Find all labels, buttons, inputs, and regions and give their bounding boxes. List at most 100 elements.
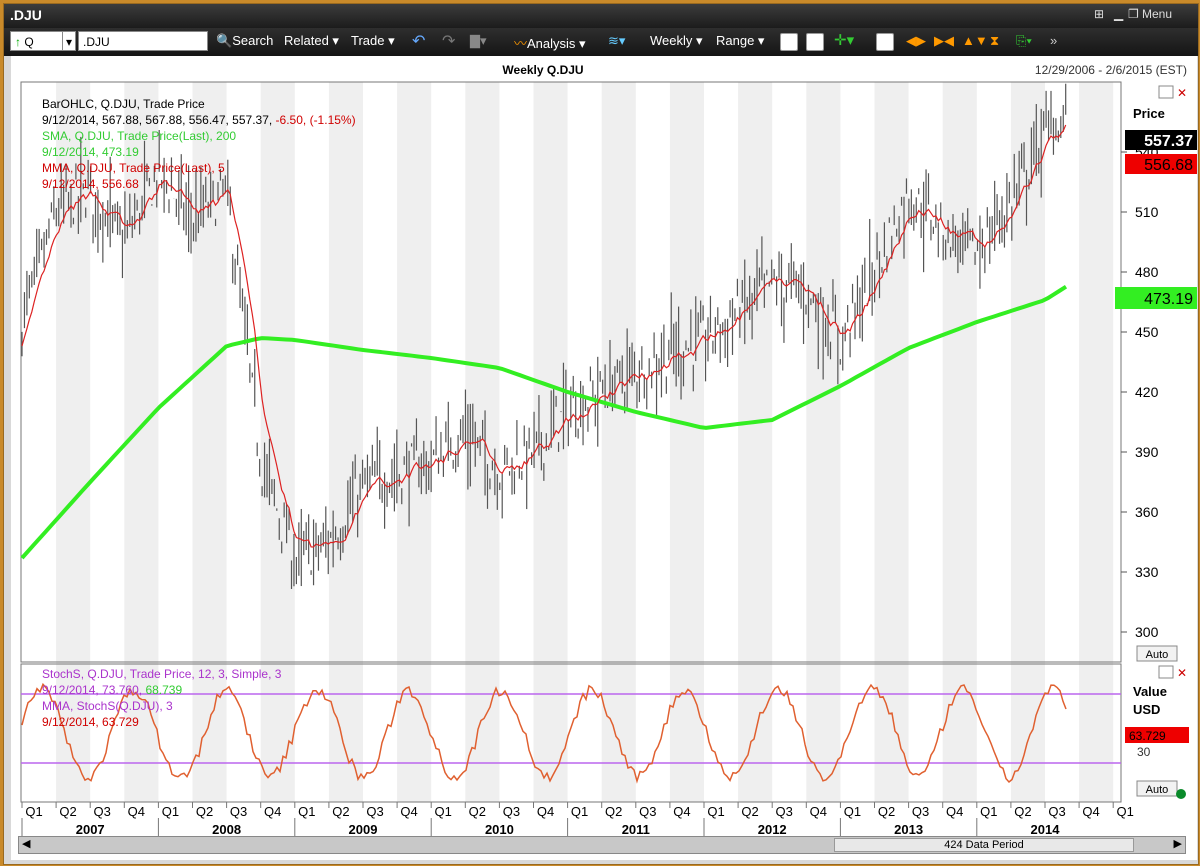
year-label: 2013	[894, 822, 923, 837]
more-icon[interactable]: »	[1050, 33, 1058, 48]
scroll-right-icon[interactable]: ▶	[1173, 838, 1182, 850]
scroll-left-icon[interactable]: ◀	[22, 838, 31, 850]
last-price-badge	[1125, 130, 1197, 150]
search-button[interactable]: 🔍Search	[216, 33, 274, 48]
sma-price-badge-label: 473.19	[1144, 291, 1193, 308]
chevron-down-icon[interactable]: ▾	[62, 31, 76, 51]
quarter-label: Q2	[878, 804, 895, 819]
quarter-band	[260, 82, 295, 802]
up-arrow-icon: ↑	[15, 35, 21, 49]
compare-icon[interactable]	[806, 33, 824, 51]
menu-button[interactable]: Menu	[1142, 7, 1173, 21]
horizontal-scrollbar[interactable]: ◀ 424 Data Period ▶	[18, 836, 1186, 854]
price-auto-label: Auto	[1146, 649, 1169, 661]
quarter-label: Q4	[264, 804, 281, 819]
y-tick-label: 300	[1135, 624, 1159, 640]
y-tick-label: 390	[1135, 444, 1159, 460]
scrollbar-thumb[interactable]: 424 Data Period	[834, 838, 1134, 852]
quarter-label: Q2	[741, 804, 758, 819]
price-close-icon[interactable]: ✕	[1177, 86, 1187, 100]
app-window: .DJU ⊞ ▁ ❐ Menu ↑ Q ▾ .DJU 🔍Search Relat…	[3, 3, 1199, 865]
stoch-minimize-icon[interactable]	[1158, 665, 1174, 679]
mma-line	[21, 124, 1067, 548]
compress-icon[interactable]: ▶◀	[934, 33, 954, 48]
stoch-value-badge-label: 63.729	[1129, 729, 1166, 743]
y-tick-label: 420	[1135, 384, 1159, 400]
redo-icon[interactable]: ↷	[442, 33, 456, 50]
hourglass-icon[interactable]: ⧗	[990, 33, 1000, 48]
quarter-label: Q1	[25, 804, 42, 819]
scroll-up-down-icon[interactable]: ▲▼	[962, 33, 988, 48]
wave-icon[interactable]: ≋▾	[608, 33, 626, 48]
crosshair-icon[interactable]: ✛▾	[834, 32, 855, 49]
quarter-label: Q4	[1082, 804, 1099, 819]
scroll-left-right-icon[interactable]: ◀▶	[906, 33, 926, 48]
quarter-label: Q1	[162, 804, 179, 819]
price-axis-title: Price	[1133, 106, 1165, 121]
quarter-band	[942, 82, 977, 802]
minimize-icon[interactable]: ▁	[1114, 7, 1124, 21]
year-label: 2009	[349, 822, 378, 837]
quarter-band	[465, 82, 500, 802]
quarter-label: Q4	[537, 804, 554, 819]
stoch-value-badge	[1125, 727, 1189, 743]
search-icon: 🔍	[216, 33, 233, 48]
y-tick-label: 330	[1135, 564, 1159, 580]
sma-line	[20, 285, 1068, 560]
quarter-band	[192, 82, 227, 802]
export-icon[interactable]: ⎘▾	[1016, 33, 1032, 48]
stoch-auto-label: Auto	[1146, 784, 1169, 796]
window-title: .DJU	[10, 7, 42, 23]
folder-icon[interactable]: ▇▾	[470, 33, 487, 48]
stoch-legend-line: StochS, Q.DJU, Trade Price, 12, 3, Simpl…	[42, 667, 282, 681]
quarter-label: Q1	[571, 804, 588, 819]
quarter-label: Q3	[94, 804, 111, 819]
quarter-label: Q3	[912, 804, 929, 819]
symbol-type-select[interactable]: ↑ Q	[10, 31, 64, 51]
quarter-band	[1079, 82, 1114, 802]
stoch-tick-30: 30	[1137, 745, 1151, 759]
quarter-band	[806, 82, 841, 802]
quarter-label: Q1	[980, 804, 997, 819]
grid-icon[interactable]: ⊞	[1094, 7, 1105, 21]
symbol-input[interactable]: .DJU	[78, 31, 208, 51]
price-legend-line: SMA, Q.DJU, Trade Price(Last), 200	[42, 129, 236, 143]
stoch-legend-line: 9/12/2014, 73.760, 68.739	[42, 683, 182, 697]
status-dot-icon	[1176, 789, 1186, 799]
price-auto-button[interactable]	[1136, 645, 1178, 662]
price-minimize-icon[interactable]	[1158, 85, 1174, 99]
mma-price-badge-label: 556.68	[1144, 157, 1193, 174]
y-tick-label: 510	[1135, 204, 1159, 220]
data-period-label: 424 Data Period	[944, 839, 1024, 851]
draw-icon[interactable]	[876, 33, 894, 51]
stoch-legend-line: 9/12/2014, 63.729	[42, 715, 139, 729]
price-legend-line: 9/12/2014, 473.19	[42, 145, 139, 159]
quarter-label: Q2	[1014, 804, 1031, 819]
toolbar: ↑ Q ▾ .DJU 🔍Search Related ▾ Trade ▾ ↶ ↷…	[4, 28, 1198, 56]
chart-type-icon[interactable]	[780, 33, 798, 51]
quarter-label: Q1	[844, 804, 861, 819]
range-menu[interactable]: Range ▾	[716, 33, 765, 48]
quarter-label: Q1	[298, 804, 315, 819]
restore-icon[interactable]: ❐	[1128, 7, 1139, 21]
stoch-auto-button[interactable]	[1136, 780, 1178, 797]
chart-title: Weekly Q.DJU	[502, 63, 583, 77]
quarter-band	[874, 82, 909, 802]
stoch-line	[21, 682, 1067, 784]
trade-menu[interactable]: Trade ▾	[351, 33, 395, 48]
price-panel-frame	[20, 81, 1122, 663]
chart-canvas[interactable]: Weekly Q.DJU 12/29/2006 - 2/6/2015 (EST)…	[11, 56, 1197, 860]
undo-icon[interactable]: ↶	[412, 33, 426, 50]
quarter-label: Q2	[605, 804, 622, 819]
related-menu[interactable]: Related ▾	[284, 33, 339, 48]
analysis-menu[interactable]: 〰Analysis ▾	[514, 36, 586, 51]
price-legend-line: BarOHLC, Q.DJU, Trade Price	[42, 97, 205, 111]
mma-price-badge	[1125, 154, 1197, 174]
quarter-band	[328, 82, 363, 802]
year-label: 2012	[758, 822, 787, 837]
period-menu[interactable]: Weekly ▾	[650, 33, 703, 48]
stoch-close-icon[interactable]: ✕	[1177, 666, 1187, 680]
quarter-band	[601, 82, 636, 802]
quarter-label: Q3	[1048, 804, 1065, 819]
quarter-label: Q3	[366, 804, 383, 819]
